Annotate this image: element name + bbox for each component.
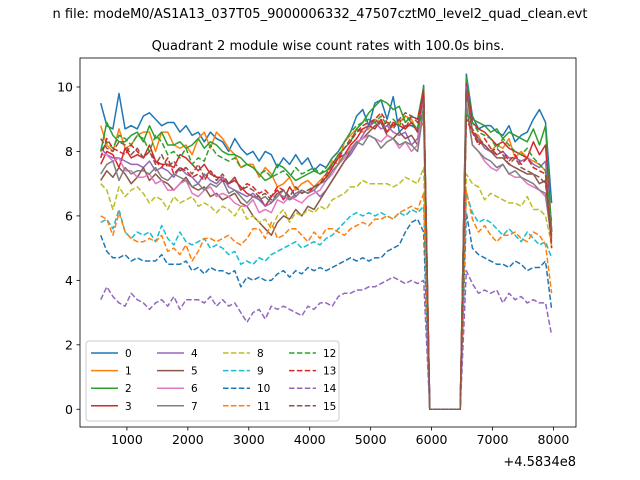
legend-label-5: 5 bbox=[191, 366, 198, 378]
x-tick-label: 6000 bbox=[416, 432, 448, 447]
legend-label-9: 9 bbox=[257, 366, 264, 378]
axes-frame bbox=[79, 57, 577, 428]
legend-label-8: 8 bbox=[257, 348, 264, 360]
x-tick-label: 1000 bbox=[111, 432, 143, 447]
legend-label-6: 6 bbox=[191, 383, 198, 395]
y-tick-label: 4 bbox=[65, 273, 73, 288]
series-line-2 bbox=[99, 76, 553, 411]
series-line-14 bbox=[100, 269, 553, 411]
legend-label-3: 3 bbox=[125, 401, 132, 413]
y-tick-label: 8 bbox=[65, 144, 73, 159]
y-tick-label: 2 bbox=[65, 337, 73, 352]
series-line-11 bbox=[100, 189, 553, 411]
series-line-13 bbox=[100, 92, 553, 411]
series-line-15 bbox=[100, 99, 553, 411]
legend-label-4: 4 bbox=[191, 348, 198, 360]
x-axis: 1000 2000 3000 4000 5000 6000 7000 8000 bbox=[111, 427, 569, 447]
series-line-10 bbox=[100, 211, 553, 411]
chart-title: Quadrant 2 module wise count rates with … bbox=[152, 39, 505, 54]
x-tick-label: 3000 bbox=[233, 432, 265, 447]
y-tick-label: 10 bbox=[57, 80, 73, 95]
series-line-12 bbox=[100, 108, 553, 411]
legend-label-2: 2 bbox=[125, 383, 132, 395]
x-tick-label: 7000 bbox=[477, 432, 509, 447]
legend-label-12: 12 bbox=[323, 348, 336, 360]
plot-area bbox=[99, 73, 553, 411]
x-tick-label: 8000 bbox=[538, 432, 570, 447]
y-tick-label: 6 bbox=[65, 208, 73, 223]
series-line-7 bbox=[100, 102, 553, 411]
legend-box bbox=[85, 340, 340, 422]
legend-label-11: 11 bbox=[257, 401, 270, 413]
legend-label-7: 7 bbox=[191, 401, 198, 413]
legend-label-14: 14 bbox=[323, 383, 337, 395]
y-tick-label: 0 bbox=[65, 402, 73, 417]
x-axis-offset-label: +4.5834e8 bbox=[503, 455, 576, 470]
legend-label-15: 15 bbox=[323, 401, 336, 413]
legend-label-0: 0 bbox=[125, 348, 132, 360]
series-line-9 bbox=[100, 192, 553, 411]
legend-label-13: 13 bbox=[323, 366, 336, 378]
series-line-8 bbox=[100, 166, 553, 411]
y-axis: 0 2 4 6 8 10 bbox=[57, 80, 80, 417]
legend-label-1: 1 bbox=[125, 366, 132, 378]
figure-suptitle: n file: modeM0/AS1A13_037T05_9000006332_… bbox=[53, 7, 588, 22]
legend-label-10: 10 bbox=[257, 383, 270, 395]
x-tick-label: 5000 bbox=[355, 432, 387, 447]
x-tick-label: 2000 bbox=[172, 432, 204, 447]
x-tick-label: 4000 bbox=[294, 432, 326, 447]
